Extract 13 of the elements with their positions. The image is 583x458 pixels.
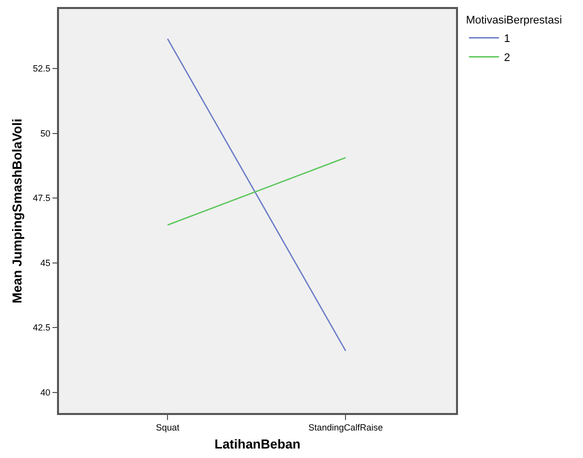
legend-label: 2	[504, 52, 510, 64]
y-tick-label: 42.5	[32, 322, 50, 333]
y-tick-label: 45	[40, 258, 50, 268]
y-tick-label: 52.5	[32, 64, 50, 74]
y-axis-title: Mean JumpingSmashBolaVoli	[9, 118, 24, 304]
x-tick-label: StandingCalfRaise	[308, 422, 383, 433]
y-tick-label: 50	[40, 128, 50, 138]
x-axis-title: LatihanBeban	[214, 436, 301, 452]
legend-title: MotivasiBerprestasi	[466, 14, 562, 26]
y-tick-label: 40	[40, 387, 50, 398]
x-tick-label: Squat	[156, 422, 180, 433]
y-tick-label: 47.5	[32, 193, 50, 204]
legend-label: 1	[504, 33, 510, 46]
